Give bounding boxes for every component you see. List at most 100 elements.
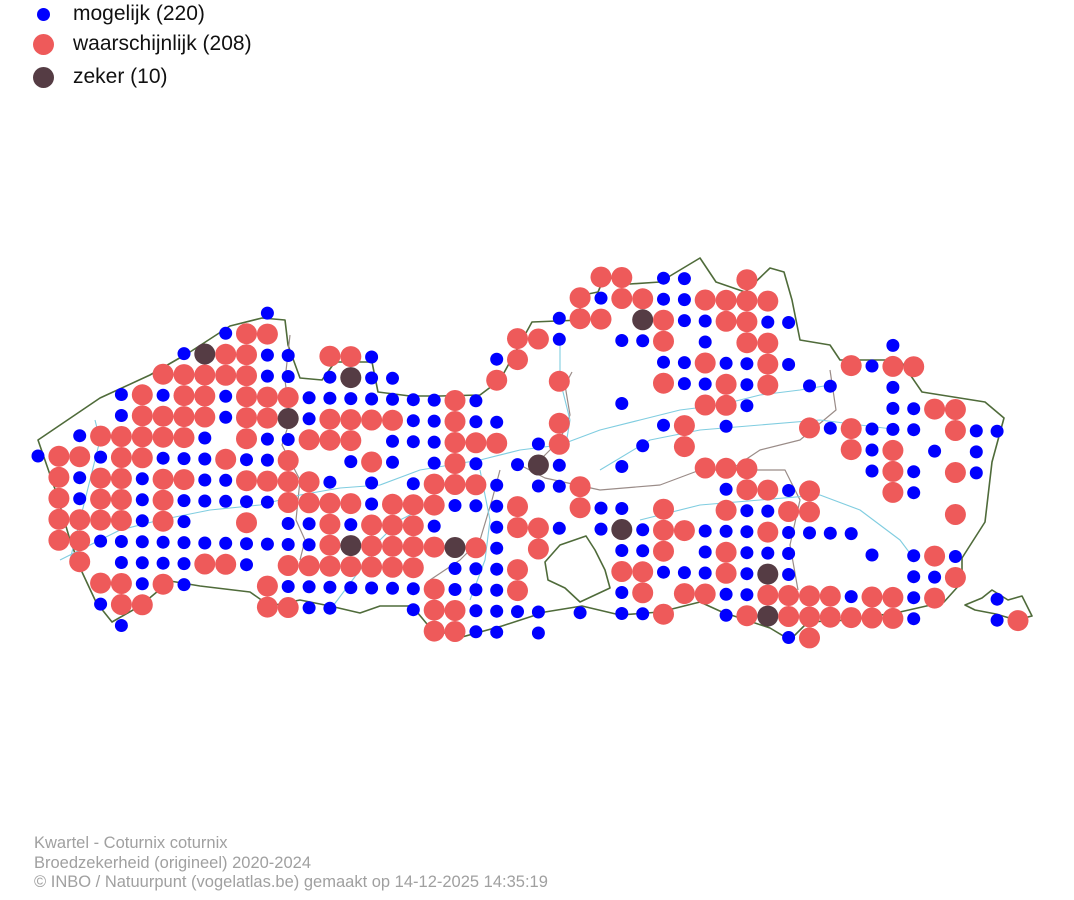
legend-item-waarschijnlijk: waarschijnlijk (208): [30, 29, 252, 59]
voeren-border: [964, 589, 1033, 621]
dot-mogelijk: [156, 535, 170, 549]
dot-waarschijnlijk: [110, 573, 132, 594]
dot-waarschijnlijk: [152, 405, 174, 427]
dot-mogelijk: [552, 479, 566, 493]
dot-waarschijnlijk: [548, 370, 570, 392]
dot-waarschijnlijk: [382, 556, 403, 578]
dot-waarschijnlijk: [840, 439, 862, 461]
dot-waarschijnlijk: [694, 583, 716, 605]
dot-waarschijnlijk: [527, 517, 549, 539]
dot-mogelijk: [761, 315, 775, 329]
dot-waarschijnlijk: [340, 409, 362, 431]
dot-mogelijk: [490, 352, 504, 366]
dot-mogelijk: [782, 631, 796, 644]
dot-waarschijnlijk: [757, 332, 779, 354]
dot-mogelijk: [302, 601, 316, 615]
dot-mogelijk: [135, 577, 149, 591]
dot-mogelijk: [490, 604, 504, 618]
dot-mogelijk: [761, 546, 775, 560]
dot-mogelijk: [302, 580, 316, 594]
dot-waarschijnlijk: [256, 323, 278, 345]
dot-mogelijk: [135, 493, 149, 507]
dot-waarschijnlijk: [319, 513, 341, 535]
dot-waarschijnlijk: [611, 288, 633, 309]
dot-waarschijnlijk: [48, 508, 70, 530]
dot-waarschijnlijk: [757, 353, 779, 375]
dot-waarschijnlijk: [653, 309, 674, 331]
dot-waarschijnlijk: [382, 409, 403, 431]
dot-waarschijnlijk: [152, 363, 174, 385]
dot-waarschijnlijk: [152, 426, 174, 448]
dot-mogelijk: [156, 556, 170, 570]
dot-waarschijnlijk: [882, 439, 904, 461]
dot-mogelijk: [406, 582, 420, 596]
dot-waarschijnlijk: [152, 573, 174, 595]
dot-waarschijnlijk: [402, 515, 424, 537]
dot-mogelijk: [886, 380, 900, 394]
dot-mogelijk: [260, 495, 274, 509]
dot-mogelijk: [969, 424, 983, 438]
dot-waarschijnlijk: [944, 462, 966, 483]
dot-mogelijk: [323, 580, 337, 594]
dot-waarschijnlijk: [277, 597, 299, 618]
dot-waarschijnlijk: [590, 308, 612, 330]
dot-waarschijnlijk: [298, 471, 320, 493]
dot-waarschijnlijk: [361, 514, 383, 536]
dot-waarschijnlijk: [819, 606, 841, 628]
dot-waarschijnlijk: [48, 466, 70, 488]
dot-waarschijnlijk: [131, 594, 153, 616]
dot-waarschijnlijk: [173, 469, 195, 491]
dot-waarschijnlijk: [736, 290, 758, 312]
dot-waarschijnlijk: [507, 517, 528, 539]
dot-mogelijk: [302, 412, 316, 426]
dot-mogelijk: [365, 497, 379, 511]
legend-label: waarschijnlijk (208): [73, 32, 252, 55]
dot-waarschijnlijk: [653, 519, 674, 541]
dot-waarschijnlijk: [402, 557, 424, 579]
dot-mogelijk: [469, 394, 483, 408]
dot-waarschijnlijk: [924, 587, 946, 609]
dot-waarschijnlijk: [361, 535, 383, 557]
dot-waarschijnlijk: [340, 493, 362, 515]
dot-waarschijnlijk: [152, 510, 174, 532]
dot-mogelijk: [386, 434, 399, 448]
caption-subtitle: Broedzekerheid (origineel) 2020-2024: [34, 853, 312, 872]
dot-mogelijk: [552, 332, 566, 346]
dot-mogelijk: [782, 526, 796, 539]
dot-mogelijk: [73, 429, 87, 443]
dot-mogelijk: [907, 570, 921, 584]
dot-waarschijnlijk: [736, 269, 758, 291]
dot-waarschijnlijk: [215, 448, 237, 470]
dot-waarschijnlijk: [569, 476, 591, 498]
dot-waarschijnlijk: [778, 606, 800, 627]
dot-mogelijk: [114, 409, 128, 422]
dot-mogelijk: [844, 527, 858, 541]
dot-waarschijnlijk: [653, 330, 674, 352]
dot-waarschijnlijk: [110, 447, 132, 468]
dot-waarschijnlijk: [340, 556, 362, 578]
dot-waarschijnlijk: [361, 409, 383, 431]
dot-waarschijnlijk: [194, 553, 216, 575]
dot-waarschijnlijk: [110, 510, 132, 531]
dot-mogelijk: [219, 473, 233, 487]
dot-waarschijnlijk: [673, 520, 695, 542]
dot-mogelijk: [948, 550, 962, 563]
dot-mogelijk: [677, 356, 691, 370]
dot-waarschijnlijk: [90, 509, 112, 531]
dot-waarschijnlijk: [423, 494, 445, 516]
dot-mogelijk: [386, 455, 399, 469]
dot-mogelijk: [907, 612, 921, 626]
dot-waarschijnlijk: [215, 343, 237, 365]
dot-waarschijnlijk: [653, 372, 674, 394]
dot-waarschijnlijk: [799, 501, 820, 523]
dot-waarschijnlijk: [507, 496, 528, 518]
dot-mogelijk: [552, 311, 566, 325]
dot-mogelijk: [552, 521, 566, 535]
dot-mogelijk: [865, 464, 879, 478]
legend-label: zeker (10): [73, 65, 168, 88]
dot-mogelijk: [406, 414, 420, 428]
dot-mogelijk: [823, 526, 837, 540]
dot-waarschijnlijk: [277, 387, 299, 408]
dot-mogelijk: [198, 536, 212, 550]
dot-waarschijnlijk: [799, 417, 820, 439]
